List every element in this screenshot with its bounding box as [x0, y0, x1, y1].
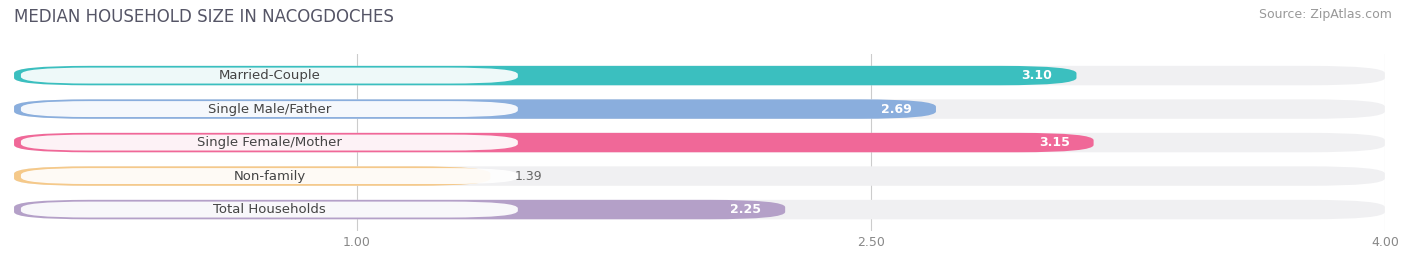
- FancyBboxPatch shape: [14, 200, 785, 219]
- Text: Source: ZipAtlas.com: Source: ZipAtlas.com: [1258, 8, 1392, 21]
- FancyBboxPatch shape: [14, 99, 936, 119]
- Text: 1.39: 1.39: [515, 169, 543, 183]
- Text: Single Female/Mother: Single Female/Mother: [197, 136, 342, 149]
- Text: Non-family: Non-family: [233, 169, 305, 183]
- Text: Married-Couple: Married-Couple: [218, 69, 321, 82]
- FancyBboxPatch shape: [21, 134, 517, 151]
- Text: 3.10: 3.10: [1022, 69, 1053, 82]
- Text: 2.25: 2.25: [730, 203, 761, 216]
- Text: Single Male/Father: Single Male/Father: [208, 102, 330, 116]
- FancyBboxPatch shape: [21, 68, 517, 84]
- FancyBboxPatch shape: [14, 166, 491, 186]
- FancyBboxPatch shape: [21, 101, 517, 117]
- Text: Total Households: Total Households: [212, 203, 326, 216]
- FancyBboxPatch shape: [14, 200, 1385, 219]
- FancyBboxPatch shape: [14, 66, 1077, 85]
- FancyBboxPatch shape: [14, 66, 1385, 85]
- Text: 3.15: 3.15: [1039, 136, 1070, 149]
- FancyBboxPatch shape: [14, 166, 1385, 186]
- FancyBboxPatch shape: [14, 99, 1385, 119]
- Text: MEDIAN HOUSEHOLD SIZE IN NACOGDOCHES: MEDIAN HOUSEHOLD SIZE IN NACOGDOCHES: [14, 8, 394, 26]
- FancyBboxPatch shape: [14, 133, 1094, 152]
- FancyBboxPatch shape: [21, 168, 517, 184]
- FancyBboxPatch shape: [14, 133, 1385, 152]
- FancyBboxPatch shape: [21, 201, 517, 218]
- Text: 2.69: 2.69: [882, 102, 912, 116]
